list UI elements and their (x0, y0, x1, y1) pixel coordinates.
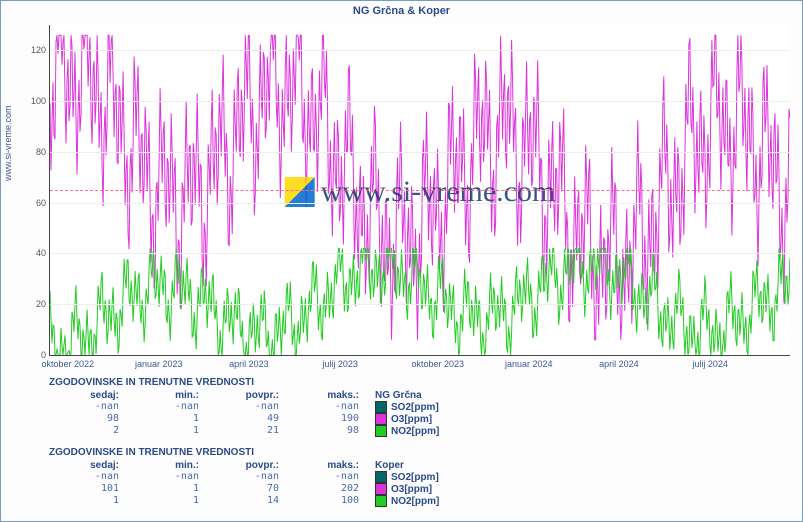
series-O3 (50, 35, 790, 340)
legend-label: O3[ppm] (391, 414, 432, 425)
x-tick-label: april 2023 (229, 359, 269, 369)
table-cell: -nan (289, 471, 369, 483)
y-tick-label: 100 (31, 96, 46, 106)
table-header-cell: maks.: (289, 390, 369, 401)
stats-table-block: ZGODOVINSKE IN TRENUTNE VREDNOSTIsedaj:m… (49, 377, 439, 437)
table-cell: 1 (49, 495, 129, 507)
table-cell: 70 (209, 483, 289, 495)
table-header-cell: maks.: (289, 460, 369, 471)
table-title: ZGODOVINSKE IN TRENUTNE VREDNOSTI (49, 377, 439, 388)
x-tick-label: januar 2024 (505, 359, 553, 369)
table-cell: 21 (209, 425, 289, 437)
table-header-row: sedaj:min.:povpr.:maks.: Koper (49, 460, 439, 471)
y-tick-label: 60 (36, 198, 46, 208)
table-cell: 1 (129, 413, 209, 425)
x-tick-label: julij 2023 (322, 359, 358, 369)
legend-entry: NO2[ppm] (375, 425, 439, 437)
table-cell: 100 (289, 495, 369, 507)
legend-label: SO2[ppm] (391, 472, 439, 483)
gridline (50, 50, 790, 51)
table-row: 101170202 O3[ppm] (49, 483, 439, 495)
color-swatch-icon (375, 471, 387, 483)
table-header-cell: min.: (129, 460, 209, 471)
x-tick-label: oktober 2023 (411, 359, 464, 369)
table-location-label: Koper (375, 460, 404, 471)
stats-tables: ZGODOVINSKE IN TRENUTNE VREDNOSTIsedaj:m… (49, 377, 439, 517)
table-cell: -nan (209, 401, 289, 413)
table-cell: -nan (209, 471, 289, 483)
table-cell: 190 (289, 413, 369, 425)
table-cell: 98 (49, 413, 129, 425)
gridline (50, 203, 790, 204)
table-header-cell: sedaj: (49, 460, 129, 471)
table-header-cell: sedaj: (49, 390, 129, 401)
table-cell: 1 (129, 425, 209, 437)
table-cell: 101 (49, 483, 129, 495)
legend-label: NO2[ppm] (391, 426, 439, 437)
gridline (50, 253, 790, 254)
table-title: ZGODOVINSKE IN TRENUTNE VREDNOSTI (49, 447, 439, 458)
gridline (50, 152, 790, 153)
color-swatch-icon (375, 425, 387, 437)
chart-container: www.si-vreme.com NG Grčna & Koper www.si… (0, 0, 803, 522)
legend-entry: O3[ppm] (375, 483, 432, 495)
table-header-row: sedaj:min.:povpr.:maks.: NG Grčna (49, 390, 439, 401)
y-axis-source-label: www.si-vreme.com (3, 105, 13, 181)
x-tick-label: julij 2024 (692, 359, 728, 369)
legend-label: SO2[ppm] (391, 402, 439, 413)
x-tick-label: april 2024 (599, 359, 639, 369)
table-header-cell: povpr.: (209, 460, 289, 471)
color-swatch-icon (375, 495, 387, 507)
legend-entry: SO2[ppm] (375, 471, 439, 483)
gridline (50, 304, 790, 305)
table-cell: -nan (289, 401, 369, 413)
legend-label: O3[ppm] (391, 484, 432, 495)
table-header-cell: povpr.: (209, 390, 289, 401)
plot-area: www.si-vreme.com 020406080100120oktober … (49, 25, 790, 356)
table-row: -nan-nan-nan-nanSO2[ppm] (49, 471, 439, 483)
table-cell: 1 (129, 483, 209, 495)
table-cell: 1 (129, 495, 209, 507)
legend-entry: SO2[ppm] (375, 401, 439, 413)
legend-entry: O3[ppm] (375, 413, 432, 425)
legend-label: NO2[ppm] (391, 496, 439, 507)
table-cell: -nan (129, 471, 209, 483)
table-cell: 202 (289, 483, 369, 495)
color-swatch-icon (375, 401, 387, 413)
table-cell: -nan (129, 401, 209, 413)
color-swatch-icon (375, 483, 387, 495)
y-tick-label: 120 (31, 45, 46, 55)
x-tick-label: oktober 2022 (41, 359, 94, 369)
gridline (50, 101, 790, 102)
y-tick-label: 20 (36, 299, 46, 309)
table-row: 1114100NO2[ppm] (49, 495, 439, 507)
table-cell: 2 (49, 425, 129, 437)
reference-line (50, 190, 790, 191)
table-cell: -nan (49, 471, 129, 483)
legend-entry: NO2[ppm] (375, 495, 439, 507)
table-cell: 98 (289, 425, 369, 437)
chart-title: NG Grčna & Koper (1, 1, 802, 17)
y-tick-label: 80 (36, 147, 46, 157)
table-header-cell: min.: (129, 390, 209, 401)
y-tick-label: 40 (36, 248, 46, 258)
table-row: 98149190 O3[ppm] (49, 413, 439, 425)
table-row: -nan-nan-nan-nanSO2[ppm] (49, 401, 439, 413)
table-cell: 49 (209, 413, 289, 425)
table-location-label: NG Grčna (375, 390, 422, 401)
stats-table-block: ZGODOVINSKE IN TRENUTNE VREDNOSTIsedaj:m… (49, 447, 439, 507)
x-tick-label: januar 2023 (135, 359, 183, 369)
color-swatch-icon (375, 413, 387, 425)
table-row: 212198NO2[ppm] (49, 425, 439, 437)
table-cell: 14 (209, 495, 289, 507)
table-cell: -nan (49, 401, 129, 413)
